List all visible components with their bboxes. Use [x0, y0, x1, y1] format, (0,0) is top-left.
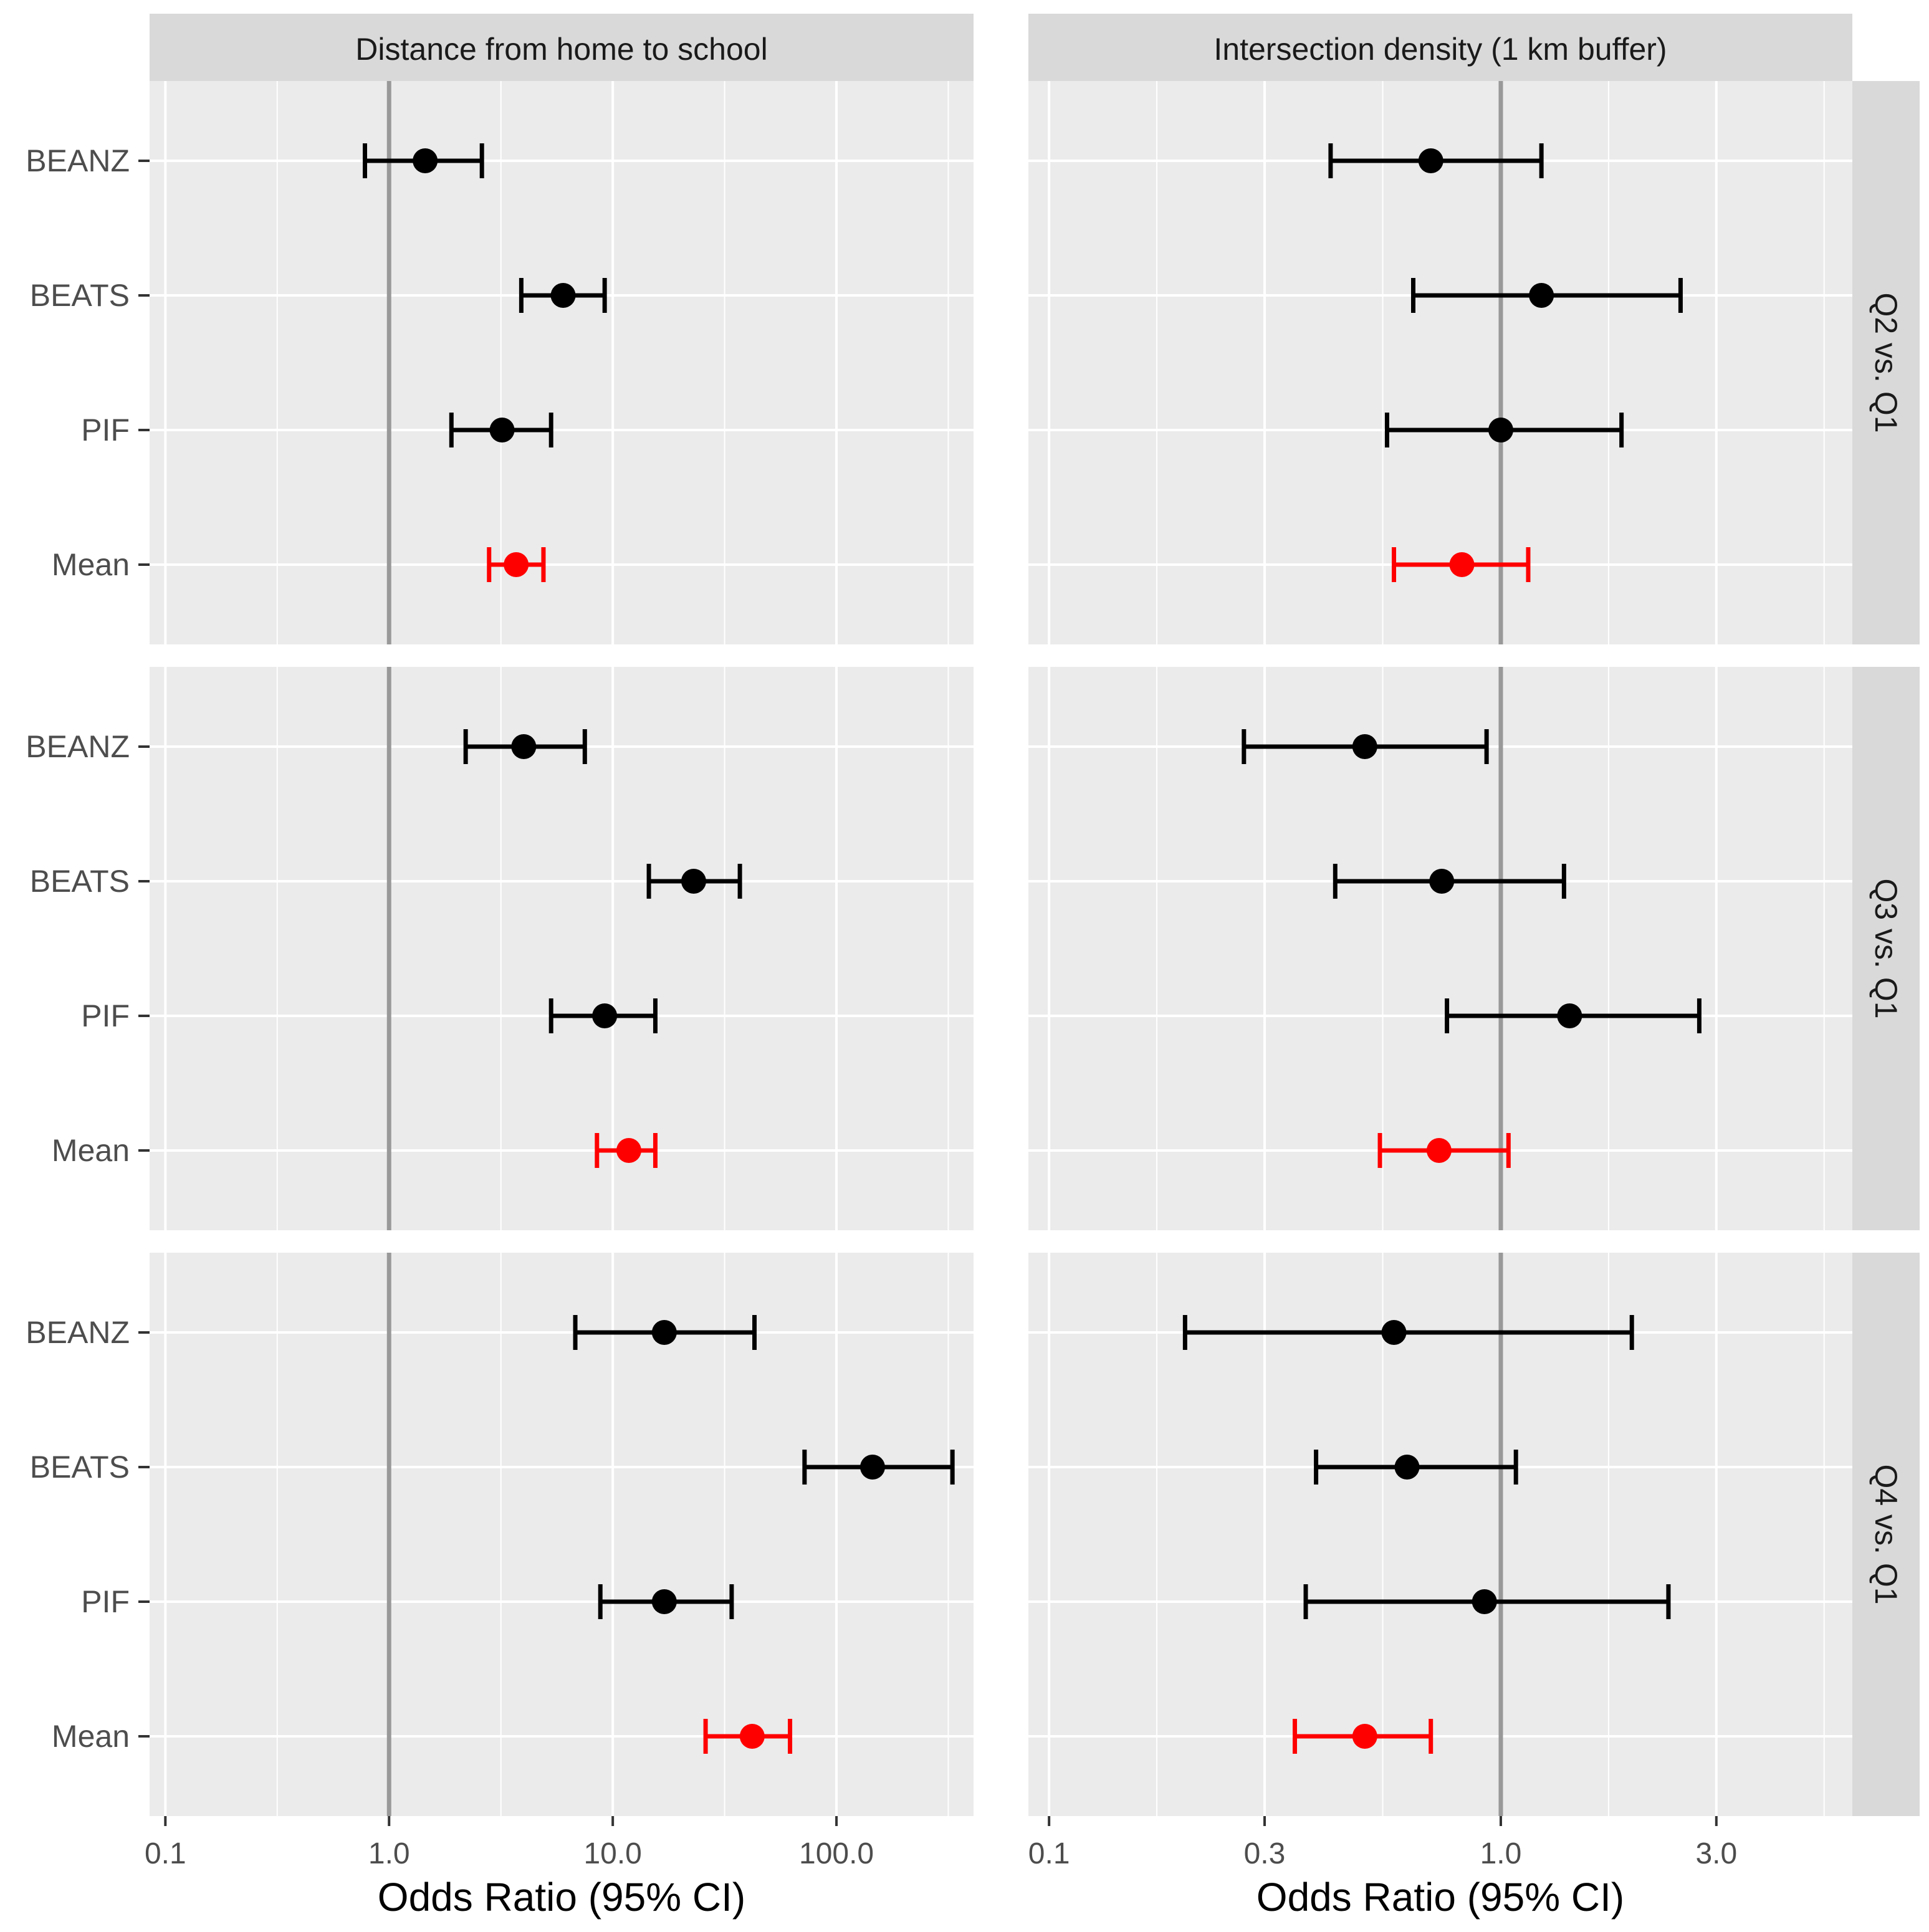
study-point	[1394, 1455, 1420, 1480]
study-point	[489, 418, 515, 442]
x-axis-tick-label: 1.0	[1480, 1837, 1522, 1870]
study-point	[1488, 418, 1513, 442]
x-axis-tick-label: 100.0	[799, 1837, 874, 1870]
study-point	[592, 1003, 618, 1028]
x-axis-title: Odds Ratio (95% CI)	[378, 1875, 745, 1920]
panel-background	[1028, 81, 1852, 644]
mean-point	[1449, 552, 1475, 577]
panel-background	[150, 81, 974, 644]
chart-marks	[138, 143, 1718, 1826]
mean-point	[504, 552, 529, 577]
study-point	[1529, 283, 1554, 308]
row-strip-label: Q4 vs. Q1	[1869, 1464, 1903, 1604]
y-axis-label: PIF	[81, 998, 130, 1033]
panel-background	[150, 667, 974, 1230]
y-axis-label: PIF	[81, 1584, 130, 1619]
mean-point	[1426, 1138, 1452, 1163]
study-point	[651, 1320, 677, 1345]
y-axis-label: BEANZ	[26, 729, 130, 764]
study-point	[681, 869, 706, 894]
y-axis-label: PIF	[81, 413, 130, 447]
x-axis-tick-label: 0.1	[1028, 1837, 1070, 1870]
column-strip-title: Distance from home to school	[355, 32, 767, 67]
row-strip	[1852, 667, 1920, 1230]
study-point	[1352, 734, 1377, 759]
y-axis-label: BEATS	[30, 1450, 130, 1485]
mean-point	[739, 1724, 765, 1749]
y-axis-label: Mean	[52, 1133, 130, 1168]
x-axis-tick-label: 0.1	[145, 1837, 186, 1870]
study-point	[1418, 148, 1443, 173]
row-strip-label: Q2 vs. Q1	[1869, 292, 1903, 433]
study-point	[511, 734, 537, 759]
x-axis-tick-label: 1.0	[368, 1837, 410, 1870]
y-axis-label: BEANZ	[26, 1315, 130, 1350]
panel-background	[1028, 667, 1852, 1230]
y-axis-label: BEANZ	[26, 143, 130, 178]
y-axis-label: Mean	[52, 547, 130, 582]
x-axis-title: Odds Ratio (95% CI)	[1256, 1875, 1624, 1920]
x-axis-tick-label: 10.0	[583, 1837, 641, 1870]
y-axis-label: BEATS	[30, 278, 130, 313]
panel-background	[150, 1253, 974, 1816]
column-strip-title: Intersection density (1 km buffer)	[1213, 32, 1667, 67]
chart-text: Distance from home to school Intersection…	[26, 32, 1903, 1920]
study-point	[1557, 1003, 1582, 1028]
row-strip	[1852, 1253, 1920, 1816]
mean-point	[1352, 1724, 1377, 1749]
study-point	[1472, 1589, 1497, 1614]
row-strip-label: Q3 vs. Q1	[1869, 878, 1903, 1018]
y-axis-label: BEATS	[30, 864, 130, 899]
panel-background	[1028, 1253, 1852, 1816]
study-point	[413, 148, 438, 173]
column-strip	[150, 14, 974, 81]
study-point	[651, 1589, 677, 1614]
panel-backgrounds	[150, 14, 1920, 1816]
x-axis-tick-label: 0.3	[1244, 1837, 1286, 1870]
column-strip	[1028, 14, 1852, 81]
x-axis-tick-label: 3.0	[1695, 1837, 1737, 1870]
mean-point	[616, 1138, 641, 1163]
study-point	[1381, 1320, 1407, 1345]
study-point	[550, 283, 576, 308]
study-point	[1429, 869, 1455, 894]
study-point	[859, 1455, 885, 1480]
row-strip	[1852, 81, 1920, 644]
y-axis-label: Mean	[52, 1719, 130, 1754]
